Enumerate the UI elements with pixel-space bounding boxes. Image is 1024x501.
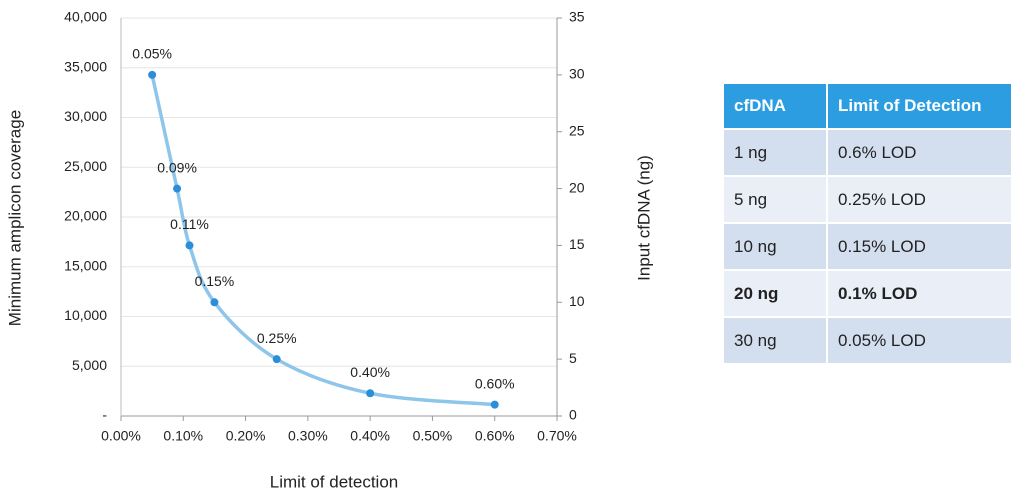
x-tick-label: 0.00% <box>101 428 141 444</box>
y-tick-label: 10,000 <box>64 307 107 323</box>
point-label: 0.15% <box>195 273 235 289</box>
x-axis-title: Limit of detection <box>270 472 399 491</box>
point-label: 0.60% <box>475 375 515 391</box>
x-tick-label: 0.20% <box>226 428 266 444</box>
table-cell: 0.6% LOD <box>826 128 1013 177</box>
header-cell: Limit of Detection <box>826 82 1013 130</box>
point-label: 0.40% <box>350 364 390 380</box>
chart: Limit of detection Minimum amplicon cove… <box>5 9 653 492</box>
y-tick-label: 20,000 <box>64 208 107 224</box>
table-cell: 0.05% LOD <box>826 316 1013 365</box>
point-label: 0.09% <box>157 159 197 175</box>
x-tick-label: 0.60% <box>475 428 515 444</box>
table-cell: 0.15% LOD <box>826 222 1013 271</box>
point <box>173 184 182 193</box>
header-cell: cfDNA <box>722 82 828 130</box>
y2-tick-label: 0 <box>569 407 577 423</box>
table-cell: 5 ng <box>722 175 828 224</box>
point <box>366 389 375 398</box>
y-tick-label: 5,000 <box>72 357 107 373</box>
y2-tick-label: 10 <box>569 293 585 309</box>
point-label: 0.11% <box>170 216 209 232</box>
series-line <box>150 74 495 407</box>
header-row: cfDNA Limit of Detection <box>722 82 1013 130</box>
x-tick-label: 0.50% <box>413 428 453 444</box>
table-row: 5 ng 0.25% LOD <box>722 175 1013 224</box>
y2-tick-label: 5 <box>569 350 577 366</box>
table-cell: 20 ng <box>722 269 828 318</box>
y-tick-label: - <box>102 407 107 423</box>
x-tick-label: 0.70% <box>537 428 577 444</box>
point <box>490 400 499 409</box>
y2-axis-title: Input cfDNA (ng) <box>634 155 653 281</box>
point-label: 0.05% <box>132 46 172 62</box>
table-row: 1 ng 0.6% LOD <box>722 128 1013 177</box>
x-tick-label: 0.40% <box>350 428 390 444</box>
y-tick-label: 40,000 <box>64 9 107 25</box>
y2-tick-label: 20 <box>569 179 585 195</box>
y-tick-label: 30,000 <box>64 108 107 124</box>
table-row: 20 ng 0.1% LOD <box>722 269 1013 318</box>
point <box>272 355 281 364</box>
lod-table: cfDNA Limit of Detection 1 ng 0.6% LOD 5 ng 0… <box>722 82 1013 365</box>
y-tick-label: 35,000 <box>64 58 107 74</box>
point <box>185 241 194 250</box>
table-row: 30 ng 0.05% LOD <box>722 316 1013 365</box>
y2-tick-label: 35 <box>569 9 585 25</box>
y2-tick-label: 15 <box>569 236 585 252</box>
table-cell: 1 ng <box>722 128 828 177</box>
y-tick-label: 15,000 <box>64 257 107 273</box>
y-tick-label: 25,000 <box>64 158 107 174</box>
y-axis-title: Minimum amplicon coverage <box>5 110 24 326</box>
table-cell: 30 ng <box>722 316 828 365</box>
x-tick-label: 0.10% <box>163 428 203 444</box>
y2-tick-label: 25 <box>569 122 585 138</box>
point <box>210 298 219 307</box>
table-cell: 10 ng <box>722 222 828 271</box>
table-cell: 0.25% LOD <box>826 175 1013 224</box>
y2-tick-label: 30 <box>569 66 585 82</box>
point <box>148 70 157 79</box>
point-label: 0.25% <box>257 330 297 346</box>
x-tick-label: 0.30% <box>288 428 328 444</box>
table-row: 10 ng 0.15% LOD <box>722 222 1013 271</box>
table-cell: 0.1% LOD <box>826 269 1013 318</box>
